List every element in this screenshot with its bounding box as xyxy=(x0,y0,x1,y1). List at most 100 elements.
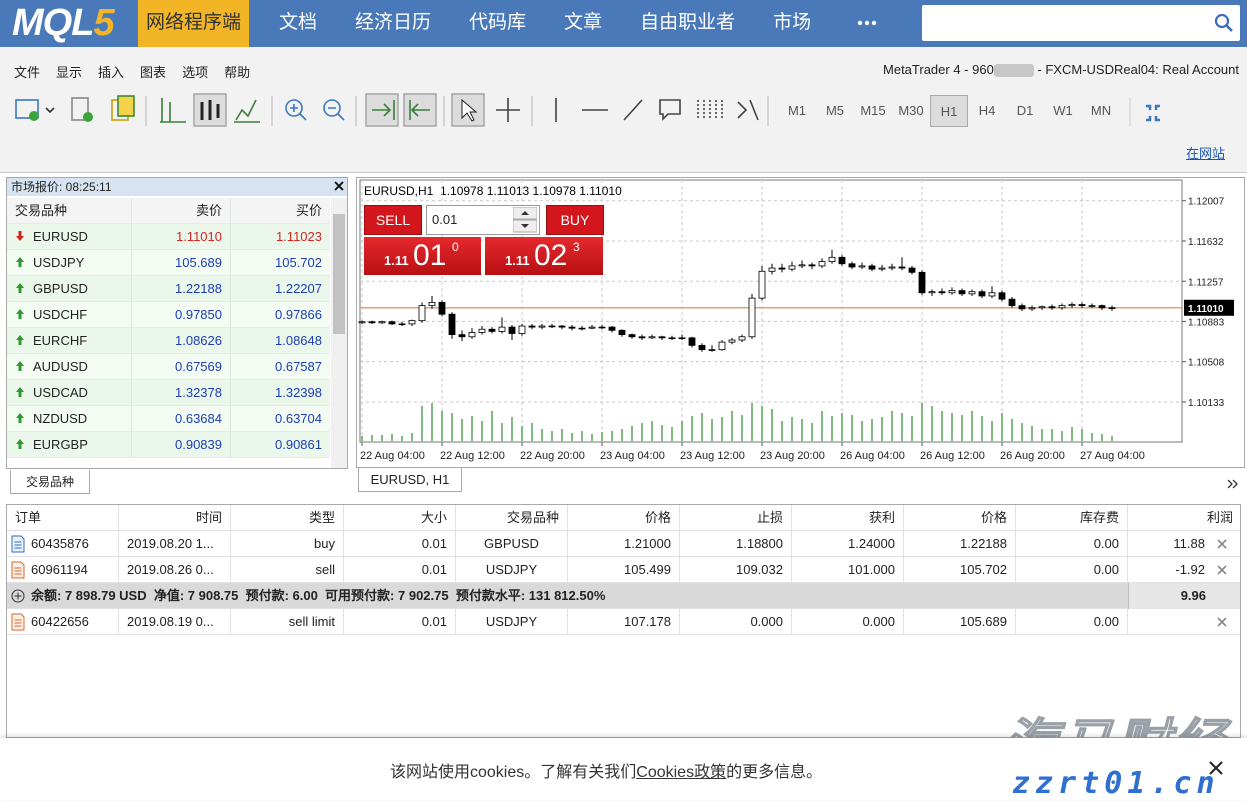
more-icon[interactable] xyxy=(830,17,880,29)
nav-item[interactable]: 自由职业者 xyxy=(640,12,736,33)
market-watch: 市场报价: 08:25:11 交易品种 卖价 买价 EURUSD 1.11010 1.11… xyxy=(6,177,348,469)
nav-item[interactable]: 网络程序端 xyxy=(138,0,250,47)
symbol: GBPUSD xyxy=(33,281,88,296)
circle xyxy=(11,589,25,603)
blurred-id xyxy=(993,64,1034,78)
expand-icon[interactable] xyxy=(11,589,25,603)
zoom-in[interactable] xyxy=(285,99,303,117)
scrollbar[interactable] xyxy=(331,198,347,468)
profiles[interactable] xyxy=(71,97,89,121)
nav-item[interactable]: 文档 xyxy=(279,12,318,33)
search-box[interactable] xyxy=(922,5,1240,41)
order-row[interactable]: 60961194 2019.08.26 0... sell 0.01 USDJPY 105… xyxy=(7,557,1240,583)
order-value: 109.032 xyxy=(736,562,783,577)
menu-item[interactable]: 选项 xyxy=(182,65,209,80)
lots-input[interactable]: 0.01 xyxy=(426,205,540,235)
menu-item[interactable]: 文件 xyxy=(14,65,41,80)
line-chart[interactable] xyxy=(234,99,260,123)
market-row[interactable]: AUDUSD 0.67569 0.67587 xyxy=(7,354,330,380)
menu-item[interactable]: 图表 xyxy=(140,65,167,80)
zoom-out[interactable] xyxy=(323,99,341,117)
fibonacci[interactable] xyxy=(697,100,723,120)
menu-item[interactable]: 显示 xyxy=(56,65,83,80)
market-row[interactable]: USDCAD 1.32378 1.32398 xyxy=(7,380,330,406)
order-cell: USDJPY xyxy=(456,609,568,634)
market-row[interactable]: USDCHF 0.97850 0.97866 xyxy=(7,302,330,328)
timeframe[interactable]: M1 xyxy=(787,103,807,118)
chart-shift[interactable] xyxy=(409,100,430,120)
timeframe[interactable]: H4 xyxy=(978,103,996,118)
menu-item[interactable]: 帮助 xyxy=(224,65,251,80)
cursor[interactable] xyxy=(461,98,478,122)
logo[interactable]: MQL5 xyxy=(12,2,115,45)
crosshair[interactable] xyxy=(496,98,520,122)
search-icon[interactable] xyxy=(1214,13,1234,33)
order-value: 101.000 xyxy=(848,562,895,577)
cookie-link[interactable]: Cookies政策 xyxy=(636,764,727,781)
pips: 02 xyxy=(534,239,568,272)
tabs-more[interactable] xyxy=(1226,478,1240,490)
market-row[interactable]: EURUSD 1.11010 1.11023 xyxy=(7,224,330,250)
timeframe[interactable]: W1 xyxy=(1053,103,1073,118)
buy-button[interactable]: BUY xyxy=(546,205,604,235)
bid: 1.22188 xyxy=(131,276,230,302)
order-cell: 109.032 xyxy=(680,557,792,582)
nav-item[interactable]: 文章 xyxy=(564,12,603,33)
candle-body xyxy=(528,325,536,328)
sell-price[interactable]: 1.11 01 0 xyxy=(364,237,481,275)
timeframe[interactable]: M15 xyxy=(860,103,886,118)
bar-chart[interactable] xyxy=(160,98,186,123)
fullscreen-icon[interactable] xyxy=(1126,96,1166,128)
candle-body xyxy=(668,337,676,340)
nav-item[interactable]: 代码库 xyxy=(469,12,527,33)
bid: 0.63684 xyxy=(131,406,230,432)
timeframe[interactable]: M30 xyxy=(898,103,924,118)
timeframe[interactable]: M5 xyxy=(825,103,845,118)
doc xyxy=(11,613,25,631)
order-row[interactable]: 60422656 2019.08.19 0... sell limit 0.01 USD… xyxy=(7,609,1240,635)
candle-chart[interactable] xyxy=(200,100,220,120)
market-row[interactable]: EURCHF 1.08626 1.08648 xyxy=(7,328,330,354)
buy-price[interactable]: 1.11 02 3 xyxy=(485,237,603,275)
y-tick-label: 1.12007 xyxy=(1188,197,1225,208)
market-row[interactable]: NZDUSD 0.63684 0.63704 xyxy=(7,406,330,432)
order-cell: GBPUSD xyxy=(456,531,568,556)
timeframe[interactable]: MN xyxy=(1090,103,1112,118)
x-tick-label: 26 Aug 04:00 xyxy=(840,450,905,462)
auto-scroll[interactable] xyxy=(372,100,395,120)
title-suffix: - FXCM-USDReal04: Real Account xyxy=(1033,62,1239,77)
y-tick-label: 1.10133 xyxy=(1188,398,1225,409)
spinner[interactable] xyxy=(513,207,537,233)
order-cell: 105.499 xyxy=(568,557,680,582)
ask: 105.702 xyxy=(230,250,330,276)
new-chart[interactable] xyxy=(15,99,39,119)
timeframe[interactable]: H1 xyxy=(930,95,968,127)
market-row[interactable]: EURGBP 0.90839 0.90861 xyxy=(7,432,330,458)
candle-body xyxy=(898,266,906,269)
close-order[interactable] xyxy=(1217,617,1227,627)
shapes[interactable] xyxy=(737,99,759,121)
chart-tab[interactable]: EURUSD, H1 xyxy=(358,468,462,492)
ask: 1.08648 xyxy=(230,328,330,354)
timeframe[interactable]: D1 xyxy=(1016,103,1034,118)
nav-item[interactable]: 经济日历 xyxy=(355,12,432,33)
market-row[interactable]: USDJPY 105.689 105.702 xyxy=(7,250,330,276)
nav-item[interactable]: 市场 xyxy=(773,12,812,33)
candle-body xyxy=(398,323,406,326)
close-order[interactable] xyxy=(1217,565,1227,575)
menu-item[interactable]: 插入 xyxy=(98,65,125,80)
close-order[interactable] xyxy=(1217,539,1227,549)
site-link[interactable]: 在网站 xyxy=(1186,146,1226,161)
text-label[interactable] xyxy=(659,99,681,121)
market-row[interactable]: GBPUSD 1.22188 1.22207 xyxy=(7,276,330,302)
sell-button[interactable]: SELL xyxy=(364,205,422,235)
order-cell: 0.01 xyxy=(344,609,456,634)
cookie-close[interactable] xyxy=(1208,760,1224,776)
trend-line[interactable] xyxy=(623,99,643,121)
close-icon[interactable] xyxy=(333,180,345,192)
symbols-tab[interactable]: 交易品种 xyxy=(10,470,90,494)
orders-table: 订单 时间 类型 大小 交易品种 价格 止损 获利 价格 库存费 利润 60435876 2019.08… xyxy=(6,504,1241,738)
x xyxy=(1217,539,1227,549)
order-row[interactable]: 60435876 2019.08.20 1... buy 0.01 GBPUSD 1.21… xyxy=(7,531,1240,557)
